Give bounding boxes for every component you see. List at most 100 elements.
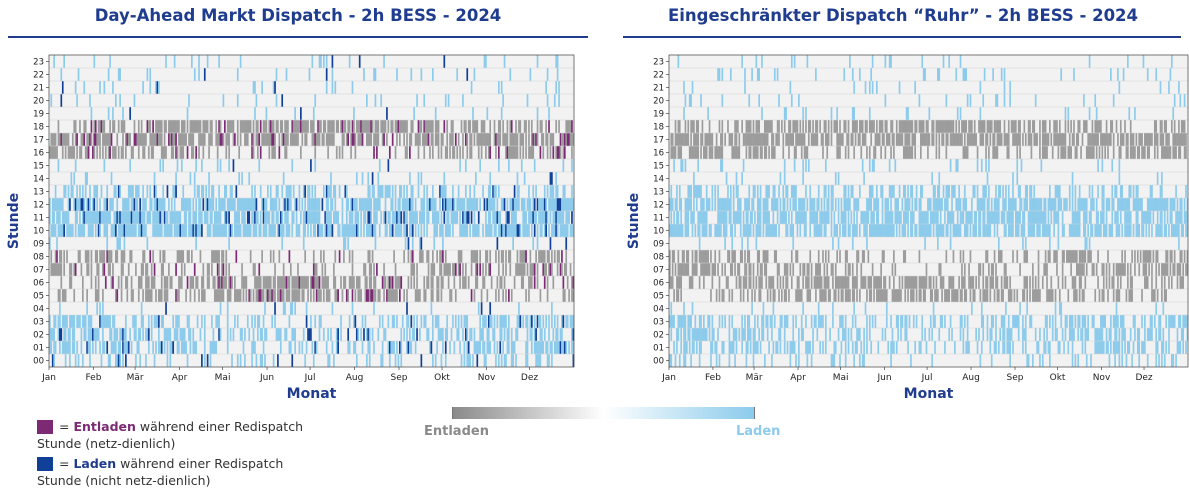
heatmap-cell [474,198,476,211]
heatmap-cell [868,198,870,211]
heatmap-cell [941,276,943,289]
heatmap-cell [96,198,98,211]
heatmap-cell [53,133,55,146]
heatmap-cell [207,211,209,224]
heatmap-cell [916,198,918,211]
heatmap-cell [334,276,336,289]
heatmap-cell [198,68,200,81]
heatmap-cell [151,315,153,328]
heatmap-cell [831,120,833,133]
heatmap-cell [149,81,151,94]
heatmap-cell [511,133,513,146]
heatmap-cell [58,263,60,276]
heatmap-cell [853,198,855,211]
heatmap-cell [157,224,159,237]
heatmap-cell [82,354,84,367]
heatmap-cell [761,107,763,120]
heatmap-cell [863,224,865,237]
heatmap-cell [398,354,400,367]
heatmap-cell [485,315,487,328]
heatmap-cell [809,120,811,133]
heatmap-cell [978,120,980,133]
heatmap-cell [75,159,77,172]
heatmap-cell [479,159,481,172]
heatmap-cell [383,120,385,133]
heatmap-cell [247,211,249,224]
heatmap-cell [225,224,227,237]
heatmap-cell [743,133,745,146]
heatmap-cell [313,224,315,237]
heatmap-cell [164,146,166,159]
heatmap-cell [99,315,101,328]
heatmap-cell [950,276,952,289]
heatmap-cell [547,211,549,224]
heatmap-cell [144,224,146,237]
heatmap-cell [69,263,71,276]
heatmap-cell [92,146,94,159]
heatmap-cell [63,263,65,276]
heatmap-cell [690,133,692,146]
heatmap-cell [729,341,731,354]
heatmap-cell [66,250,68,263]
heatmap-cell [904,328,906,341]
heatmap-cell [159,133,161,146]
heatmap-cell [696,120,698,133]
heatmap-cell [99,341,101,354]
heatmap-cell [319,315,321,328]
heatmap-cell [286,198,288,211]
heatmap-cell [938,68,940,81]
heatmap-cell [805,276,807,289]
heatmap-cell [798,94,800,107]
heatmap-cell [347,224,349,237]
heatmap-cell [736,185,738,198]
heatmap-cell [534,133,536,146]
heatmap-cell [678,146,680,159]
heatmap-cell [326,341,328,354]
heatmap-cell [465,211,467,224]
heatmap-cell [509,224,511,237]
heatmap-cell [673,146,675,159]
heatmap-cell [794,55,796,68]
heatmap-cell [704,250,706,263]
heatmap-cell [327,211,329,224]
heatmap-cell [687,263,689,276]
heatmap-cell [131,146,133,159]
heatmap-cell [687,211,689,224]
heatmap-cell [139,133,141,146]
heatmap-cell [266,198,268,211]
heatmap-cell [984,198,986,211]
heatmap-cell [284,276,286,289]
heatmap-cell [515,328,517,341]
heatmap-cell [366,276,368,289]
heatmap-cell [145,133,147,146]
heatmap-cell [128,198,130,211]
heatmap-cell [227,198,229,211]
heatmap-cell [771,276,773,289]
heatmap-cell [948,289,950,302]
heatmap-cell [410,211,412,224]
heatmap-cell [416,315,418,328]
heatmap-cell [182,328,184,341]
heatmap-cell [565,250,567,263]
heatmap-cell [187,198,189,211]
heatmap-cell [128,133,130,146]
heatmap-cell [184,263,186,276]
heatmap-cell [195,159,197,172]
heatmap-cell [66,315,68,328]
heatmap-cell [309,68,311,81]
heatmap-cell [724,315,726,328]
heatmap-cell [300,120,302,133]
heatmap-cell [799,289,801,302]
heatmap-cell [673,289,675,302]
heatmap-cell [58,120,60,133]
heatmap-cell [428,250,430,263]
heatmap-cell [941,133,943,146]
heatmap-cell [256,120,258,133]
heatmap-cell [126,211,128,224]
heatmap-cell [244,120,246,133]
heatmap-cell [168,328,170,341]
heatmap-cell [135,133,137,146]
heatmap-cell [271,198,273,211]
heatmap-cell [670,302,672,315]
heatmap-cell [392,289,394,302]
